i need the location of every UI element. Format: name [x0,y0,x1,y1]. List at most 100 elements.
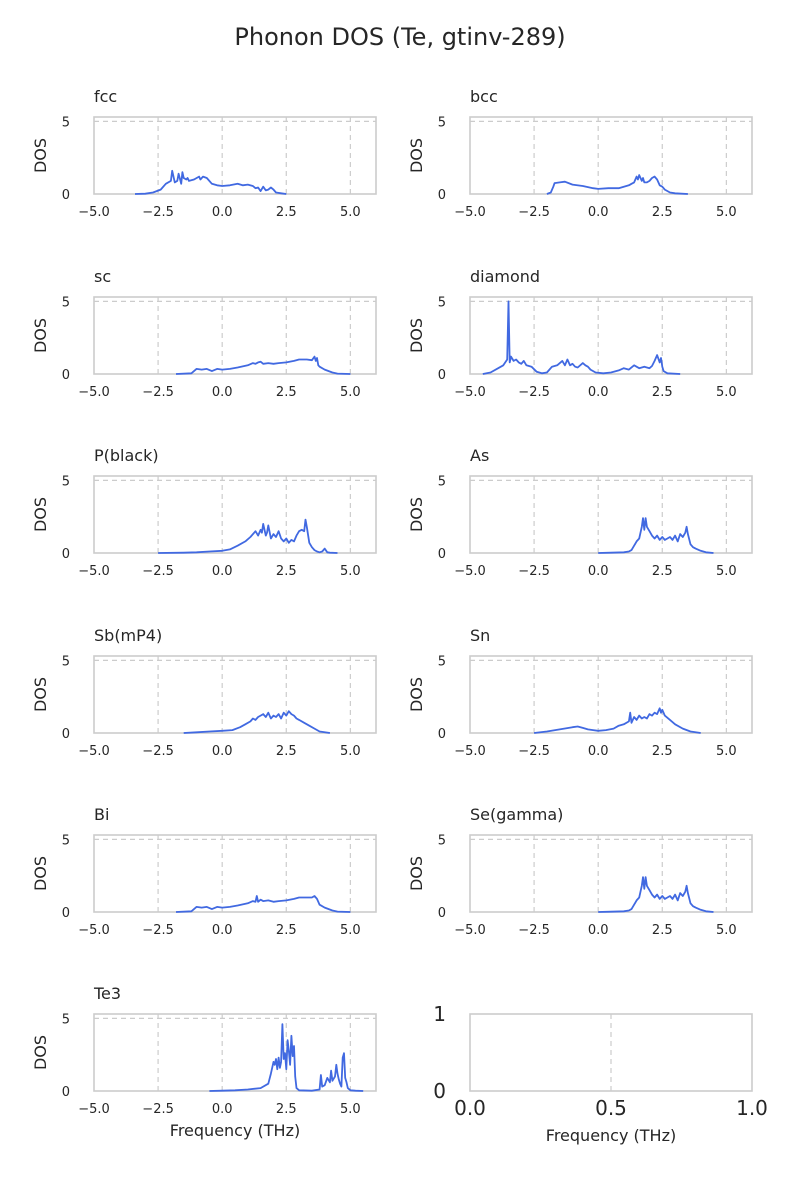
x-tick-label: −5.0 [454,564,486,579]
x-tick-label: 2.5 [276,744,297,759]
y-tick-label: 5 [62,654,70,669]
axes-frame [469,116,753,195]
x-tick-label: −5.0 [454,385,486,400]
subplot-diamond: diamond −5.0 −2.5 0.0 2.5 5.0 0 5 DOS [407,267,753,400]
y-tick-label: 0 [62,727,70,742]
x-tick-label: 5.0 [340,205,361,220]
x-tick-label: −2.5 [142,1102,174,1117]
x-tick-label: 5.0 [340,564,361,579]
x-tick-label: 2.5 [276,564,297,579]
y-tick-label: 0 [62,547,70,562]
x-tick-label: 2.5 [652,744,673,759]
x-tick-label: −2.5 [142,564,174,579]
x-tick-label: 5.0 [340,744,361,759]
y-tick-label: 5 [438,115,446,130]
x-tick-label: 0.0 [588,205,609,220]
y-tick-label: 0 [62,906,70,921]
x-tick-label: −2.5 [142,385,174,400]
x-tick-label: 5.0 [716,744,737,759]
x-tick-label: 0.0 [588,564,609,579]
x-tick-label: 0.5 [595,1096,627,1120]
y-tick-label: 0 [62,1085,70,1100]
subplot-title: Te3 [93,984,121,1003]
x-tick-label: 0.0 [212,385,233,400]
subplot-title: fcc [94,87,117,106]
y-axis-label: DOS [31,856,50,891]
x-tick-label: 0.0 [212,1102,233,1117]
x-tick-label: 5.0 [716,923,737,938]
y-tick-label: 0 [438,547,446,562]
x-tick-label: 2.5 [652,564,673,579]
subplot-title: Bi [94,805,109,824]
y-tick-label: 0 [438,727,446,742]
dos-series-line [158,518,338,554]
axes-frame [93,116,377,195]
y-axis-label: DOS [407,497,426,532]
y-tick-label: 5 [438,474,446,489]
x-tick-label: −2.5 [142,205,174,220]
x-tick-label: 0.0 [588,923,609,938]
y-tick-label: 0 [438,188,446,203]
x-axis-label: Frequency (THz) [546,1126,676,1145]
x-tick-label: 5.0 [716,205,737,220]
x-tick-label: −2.5 [518,744,550,759]
y-axis-label: DOS [407,677,426,712]
x-tick-label: 5.0 [716,385,737,400]
subplot-title: sc [94,267,111,286]
x-tick-label: −5.0 [454,205,486,220]
dos-series-line [175,355,351,375]
subplot-se-gamma-: Se(gamma) −5.0 −2.5 0.0 2.5 5.0 0 5 DOS [407,805,753,938]
y-axis-label: DOS [407,138,426,173]
x-tick-label: −2.5 [142,744,174,759]
x-tick-label: −5.0 [454,744,486,759]
x-tick-label: 0.0 [588,744,609,759]
subplot-sn: Sn −5.0 −2.5 0.0 2.5 5.0 0 5 DOS [407,626,753,759]
subplot-bi: Bi −5.0 −2.5 0.0 2.5 5.0 0 5 DOS [31,805,377,938]
subplot-title: bcc [470,87,498,106]
y-axis-label: DOS [31,138,50,173]
dos-series-line [134,169,287,195]
subplot-sc: sc −5.0 −2.5 0.0 2.5 5.0 0 5 DOS [31,267,377,400]
x-tick-label: 5.0 [716,564,737,579]
subplot-empty: 0.0 0.5 1.0 0 1 Frequency (THz) [433,1002,768,1145]
x-tick-label: 2.5 [652,923,673,938]
subplot-p-black-: P(black) −5.0 −2.5 0.0 2.5 5.0 0 5 DOS [31,446,377,579]
dos-series-line [482,300,681,375]
y-tick-label: 5 [62,115,70,130]
dos-series-line [175,895,351,913]
axes-frame [469,475,753,554]
x-tick-label: −2.5 [518,564,550,579]
dos-series-line [183,710,331,734]
x-tick-label: 5.0 [340,1102,361,1117]
y-tick-label: 1 [433,1002,446,1026]
subplot-sb-mp4-: Sb(mP4) −5.0 −2.5 0.0 2.5 5.0 0 5 DOS [31,626,377,759]
x-tick-label: −5.0 [78,205,110,220]
y-tick-label: 0 [438,368,446,383]
subplot-fcc: fcc −5.0 −2.5 0.0 2.5 5.0 0 5 DOS [31,87,377,220]
axes-frame [93,475,377,554]
subplot-title: diamond [470,267,540,286]
x-tick-label: 2.5 [652,205,673,220]
x-tick-label: 0.0 [588,385,609,400]
axes-frame [93,296,377,375]
subplot-title: P(black) [94,446,159,465]
y-axis-label: DOS [407,856,426,891]
x-tick-label: 2.5 [276,923,297,938]
dos-series-line [209,1023,364,1092]
y-tick-label: 5 [62,1012,70,1027]
x-axis-label: Frequency (THz) [170,1121,300,1140]
axes-frame [93,834,377,913]
x-tick-label: −2.5 [142,923,174,938]
figure-title: Phonon DOS (Te, gtinv-289) [234,23,565,51]
x-tick-label: 2.5 [276,1102,297,1117]
x-tick-label: −2.5 [518,205,550,220]
x-tick-label: −5.0 [78,923,110,938]
x-tick-label: 0.0 [212,744,233,759]
axes-frame [93,655,377,734]
subplot-title: Sb(mP4) [94,626,162,645]
x-tick-label: −5.0 [78,385,110,400]
x-tick-label: 1.0 [736,1096,768,1120]
y-tick-label: 5 [62,295,70,310]
x-tick-label: 0.0 [212,205,233,220]
